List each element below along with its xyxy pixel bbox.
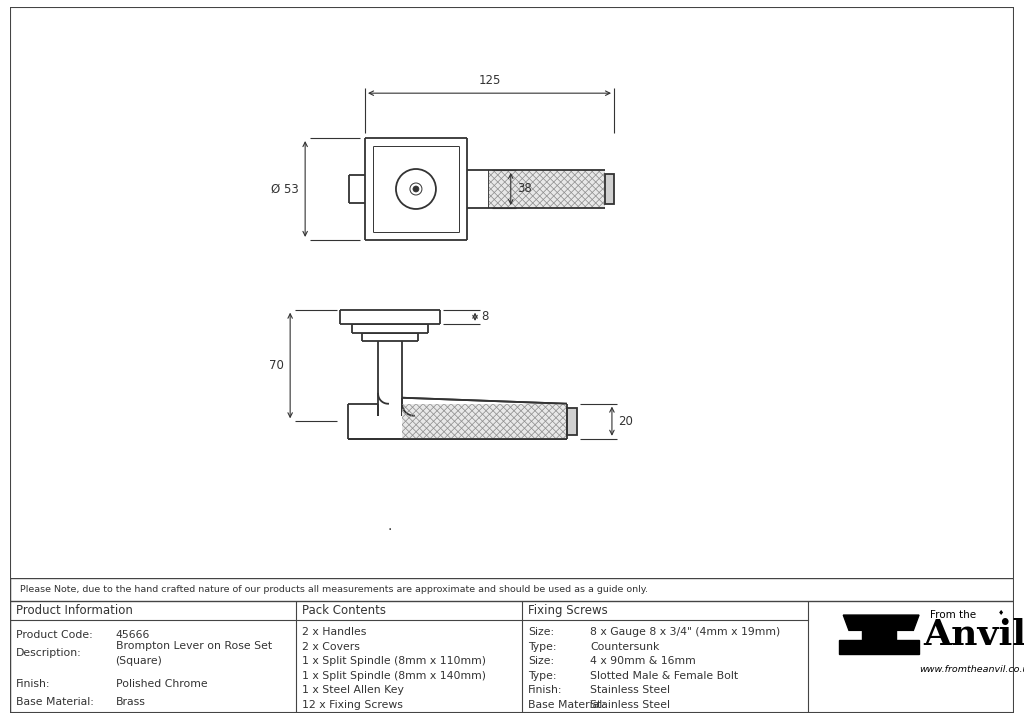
Text: ♦: ♦ <box>997 610 1004 616</box>
Text: Product Information: Product Information <box>16 604 133 617</box>
Bar <box>567 408 577 435</box>
Polygon shape <box>862 631 896 640</box>
Text: Please Note, due to the hand crafted nature of our products all measurements are: Please Note, due to the hand crafted nat… <box>20 585 648 594</box>
Text: Product Code:: Product Code: <box>16 630 93 639</box>
Text: Stainless Steel: Stainless Steel <box>590 700 671 710</box>
Text: Brompton Lever on Rose Set: Brompton Lever on Rose Set <box>116 641 271 651</box>
Text: Description:: Description: <box>16 647 82 657</box>
Polygon shape <box>840 640 920 654</box>
Text: Ø 53: Ø 53 <box>271 182 299 196</box>
Text: 1 x Split Spindle (8mm x 110mm): 1 x Split Spindle (8mm x 110mm) <box>302 657 486 667</box>
Text: 45666: 45666 <box>116 630 150 639</box>
Bar <box>605 174 614 204</box>
Text: 4 x 90mm & 16mm: 4 x 90mm & 16mm <box>590 657 696 667</box>
Text: 125: 125 <box>478 74 501 87</box>
Text: 12 x Fixing Screws: 12 x Fixing Screws <box>302 700 403 710</box>
Text: Pack Contents: Pack Contents <box>302 604 386 617</box>
Text: 8 x Gauge 8 x 3/4" (4mm x 19mm): 8 x Gauge 8 x 3/4" (4mm x 19mm) <box>590 627 780 637</box>
Text: Fixing Screws: Fixing Screws <box>528 604 608 617</box>
Text: From the: From the <box>931 610 977 620</box>
Bar <box>488 170 605 208</box>
Text: Size:: Size: <box>528 627 554 637</box>
Text: Finish:: Finish: <box>528 685 562 696</box>
Text: Type:: Type: <box>528 642 557 652</box>
Text: 8: 8 <box>481 310 488 323</box>
Text: Base Material:: Base Material: <box>16 697 94 706</box>
Text: Slotted Male & Female Bolt: Slotted Male & Female Bolt <box>590 671 738 681</box>
Text: Type:: Type: <box>528 671 557 681</box>
Text: 70: 70 <box>269 359 284 372</box>
Text: www.fromtheanvil.co.uk: www.fromtheanvil.co.uk <box>920 665 1024 674</box>
Text: Stainless Steel: Stainless Steel <box>590 685 671 696</box>
Text: 2 x Covers: 2 x Covers <box>302 642 360 652</box>
Text: (Square): (Square) <box>116 657 163 667</box>
Polygon shape <box>844 615 920 631</box>
Text: 2 x Handles: 2 x Handles <box>302 627 367 637</box>
Text: Countersunk: Countersunk <box>590 642 659 652</box>
Text: Polished Chrome: Polished Chrome <box>116 679 207 689</box>
Text: Size:: Size: <box>528 657 554 667</box>
Text: Anvil: Anvil <box>923 618 1024 652</box>
Text: 38: 38 <box>517 182 531 196</box>
Text: 1 x Split Spindle (8mm x 140mm): 1 x Split Spindle (8mm x 140mm) <box>302 671 486 681</box>
Text: ·: · <box>388 523 392 536</box>
Text: Brass: Brass <box>116 697 145 706</box>
Bar <box>402 404 567 438</box>
Text: Base Material:: Base Material: <box>528 700 606 710</box>
Circle shape <box>413 186 419 192</box>
Text: 1 x Steel Allen Key: 1 x Steel Allen Key <box>302 685 404 696</box>
Text: Finish:: Finish: <box>16 679 51 689</box>
Text: 20: 20 <box>617 415 633 428</box>
